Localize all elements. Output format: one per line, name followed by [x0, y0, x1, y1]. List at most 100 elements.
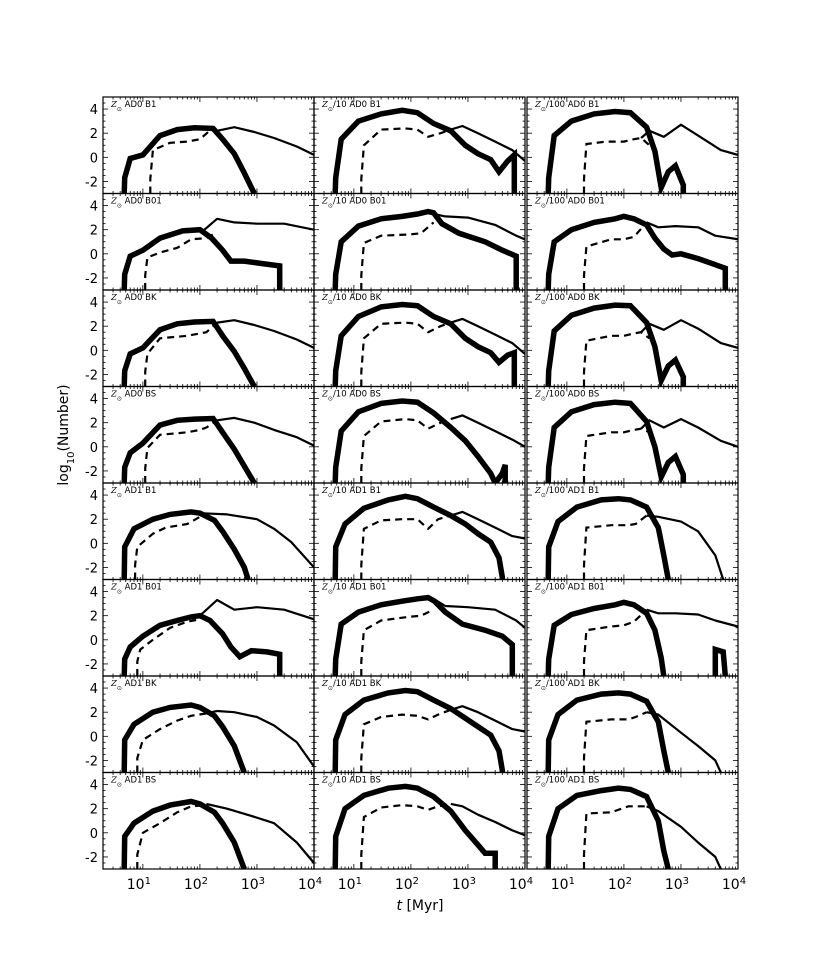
panel-label: Z⊙/100 AD0 B1	[534, 100, 599, 113]
panel-r1-c1: -2 0 2 4 Z⊙ AD0 B1	[85, 96, 315, 195]
y-tick-label: 2	[90, 127, 98, 142]
panel-lines	[121, 798, 314, 869]
series-thick-line	[332, 493, 506, 580]
panel-r6-c2: Z⊙/10 AD1 B01	[313, 578, 526, 677]
panel-lines	[121, 598, 314, 676]
panel-lines	[332, 208, 525, 290]
series-dashed-line	[136, 804, 207, 869]
x-tick-label: 101	[338, 876, 362, 894]
panel-lines	[332, 493, 525, 580]
series-dashed-line	[360, 514, 452, 580]
series-thick-line	[545, 108, 687, 194]
panel-lines	[332, 783, 525, 869]
series-dashed-line	[582, 805, 647, 869]
series-dashed-line	[144, 419, 218, 483]
series-thin-line	[199, 598, 314, 621]
series-dashed-line	[360, 608, 435, 676]
series-thick-line	[121, 509, 251, 580]
y-tick-label: 0	[90, 537, 98, 552]
panel-label: Z⊙/10 AD1 B1	[321, 486, 381, 499]
panel-lines	[332, 594, 525, 676]
series-dashed-line	[582, 331, 651, 387]
panel-frame	[102, 289, 315, 388]
series-thick-line	[545, 213, 729, 290]
x-tick-label: 102	[395, 876, 419, 894]
series-dashed-line	[360, 417, 452, 483]
y-tick-label: -2	[85, 175, 98, 190]
panel-lines	[121, 217, 314, 290]
series-thick-line	[332, 398, 508, 483]
panel-label: Z⊙/10 AD1 BS	[321, 776, 381, 789]
series-thick-line	[121, 125, 257, 194]
panel-r8-c2: Z⊙/10 AD1 BS	[313, 771, 526, 870]
series-thin-line	[199, 512, 314, 569]
panel-r3-c2: Z⊙/10 AD0 BK	[313, 289, 526, 388]
series-dashed-line	[136, 709, 218, 773]
series-dashed-line	[149, 129, 218, 194]
panel-r5-c2: Z⊙/10 AD1 B1	[313, 482, 526, 581]
panel-r4-c3: Z⊙/100 AD0 BS	[526, 385, 739, 484]
y-tick-label: -2	[85, 851, 98, 866]
series-thin-line	[216, 319, 314, 349]
panel-frame	[102, 385, 315, 484]
y-tick-label: 2	[90, 610, 98, 625]
y-tick-label: -2	[85, 368, 98, 383]
panel-frame	[102, 96, 315, 195]
panel-grid: -2 0 2 4 Z⊙ AD0 B1 Z⊙/10 AD0 B1 Z⊙/100 AD0 B1 -…	[85, 96, 739, 870]
series-thick-line	[545, 785, 671, 869]
x-tick-label: 104	[509, 876, 533, 894]
panel-lines	[121, 125, 314, 194]
x-tick-label: 102	[608, 876, 632, 894]
series-thick-line	[121, 798, 247, 869]
series-dashed-line	[582, 608, 648, 676]
y-tick-label: 0	[90, 441, 98, 456]
panel-label: Z⊙/100 AD1 BS	[534, 776, 599, 789]
series-dashed-line	[582, 136, 651, 194]
y-tick-label: 4	[90, 489, 98, 504]
series-thin-line	[217, 709, 314, 768]
panel-r7-c3: Z⊙/100 AD1 BK	[526, 675, 739, 774]
panel-label: Z⊙ AD1 B1	[110, 486, 156, 499]
panel-frame	[313, 192, 526, 291]
series-thick-line	[545, 399, 687, 483]
series-dashed-line	[582, 711, 648, 773]
y-tick-label: 2	[90, 417, 98, 432]
series-thin-line	[206, 802, 314, 864]
x-tick-label: 101	[551, 876, 575, 894]
series-dashed-line	[582, 427, 650, 483]
y-tick-label: 0	[90, 730, 98, 745]
panel-lines	[545, 213, 738, 290]
series-thin-line	[450, 510, 525, 540]
x-tick-label: 101	[127, 876, 151, 894]
panel-r3-c1: -2 0 2 4 Z⊙ AD0 BK	[85, 289, 315, 388]
panel-lines	[121, 509, 314, 580]
panel-frame	[526, 675, 739, 774]
panel-label: Z⊙/10 AD1 BK	[321, 679, 382, 692]
x-tick-label: 102	[184, 876, 208, 894]
series-dashed-line	[360, 708, 452, 773]
panel-frame	[526, 578, 739, 677]
series-dashed-line	[360, 221, 435, 290]
x-tick-label: 103	[452, 876, 476, 894]
y-tick-label: 2	[90, 706, 98, 721]
series-thin-line	[450, 705, 525, 733]
series-thin-line	[433, 597, 525, 629]
panel-label: Z⊙/100 AD0 BS	[534, 390, 599, 403]
series-thin-line	[646, 805, 722, 869]
panel-lines	[545, 108, 738, 194]
panel-lines	[545, 302, 738, 387]
panel-frame	[526, 482, 739, 581]
y-tick-label: 0	[90, 344, 98, 359]
series-dashed-line	[360, 321, 452, 387]
panel-lines	[332, 301, 525, 387]
panel-lines	[545, 599, 738, 676]
y-tick-label: 2	[90, 320, 98, 335]
series-thin-line	[646, 514, 725, 580]
series-thick-line	[545, 690, 671, 773]
panel-r6-c3: Z⊙/100 AD1 B01	[526, 578, 739, 677]
x-tick-label: 104	[298, 876, 322, 894]
y-tick-label: 4	[90, 296, 98, 311]
panel-label: Z⊙/10 AD1 B01	[321, 583, 386, 596]
x-axis-label: t [Myr]	[397, 898, 444, 914]
panel-r1-c3: Z⊙/100 AD0 B1	[526, 96, 739, 195]
